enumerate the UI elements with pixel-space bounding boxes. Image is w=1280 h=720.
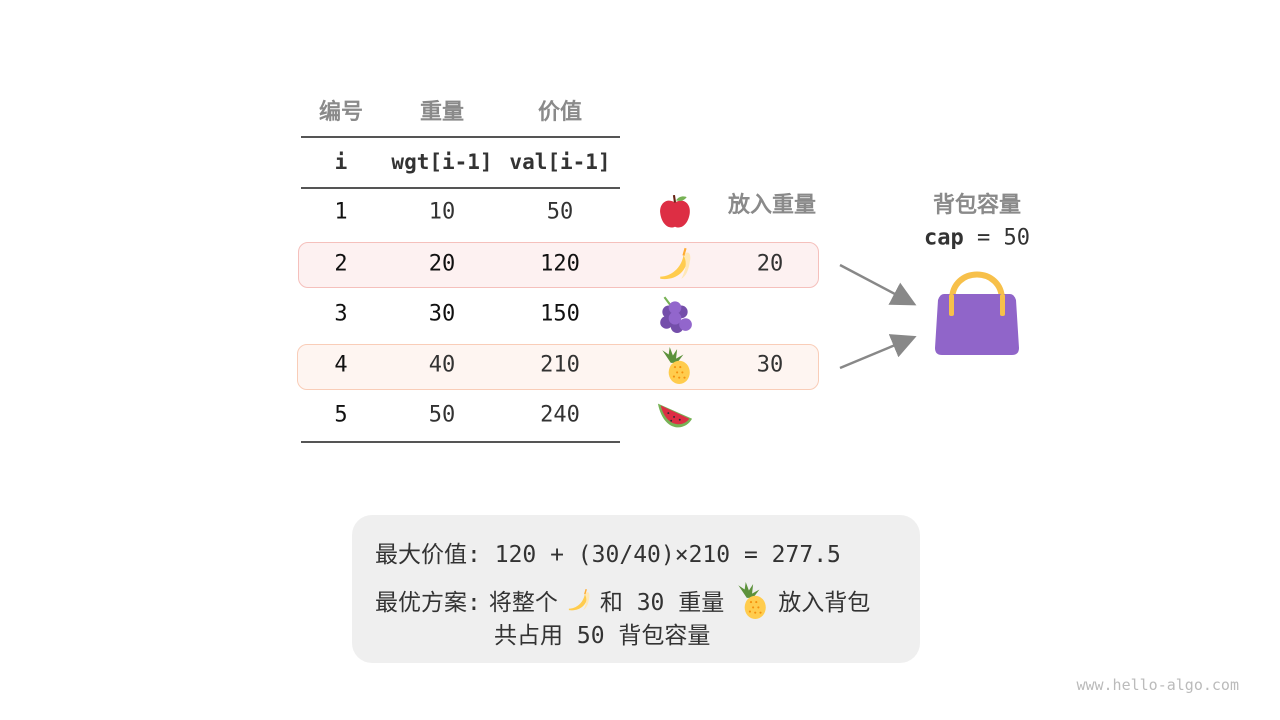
row-value: 50 bbox=[546, 199, 574, 225]
handbag-icon bbox=[935, 271, 1019, 355]
banana-icon bbox=[566, 587, 592, 613]
max-label: 最大价值: bbox=[375, 542, 481, 568]
row-index: 4 bbox=[334, 352, 348, 378]
summary-box bbox=[352, 515, 920, 663]
pineapple-icon bbox=[732, 581, 770, 619]
highlight-row-2 bbox=[298, 242, 819, 288]
plan-part-a: 将整个 bbox=[488, 590, 558, 616]
row-index: 2 bbox=[334, 251, 348, 277]
watermelon-icon bbox=[656, 396, 694, 434]
row-weight: 50 bbox=[428, 402, 456, 428]
code-header-i: i bbox=[334, 150, 348, 174]
row-weight: 30 bbox=[428, 301, 456, 327]
row-index: 5 bbox=[334, 402, 348, 428]
grapes-icon bbox=[656, 295, 694, 333]
plan-part-c: 放入背包 bbox=[778, 590, 871, 616]
put-weight-header: 放入重量 bbox=[727, 193, 817, 218]
knapsack-title: 背包容量 bbox=[932, 193, 1022, 218]
arrow-row4-to-bag bbox=[839, 334, 917, 370]
row-index: 1 bbox=[334, 199, 348, 225]
max-value-line: 最大价值: 120 + (30/40)×210 = 277.5 bbox=[375, 535, 841, 569]
row-weight: 20 bbox=[428, 251, 456, 277]
apple-icon bbox=[656, 193, 694, 231]
code-header-val: val[i-1] bbox=[509, 150, 611, 174]
knapsack-capacity: cap = 50 bbox=[924, 226, 1030, 251]
code-header-wgt: wgt[i-1] bbox=[391, 150, 493, 174]
row-value: 210 bbox=[540, 352, 580, 378]
footer-url: www.hello-algo.com bbox=[1076, 676, 1239, 694]
pineapple-icon bbox=[656, 346, 694, 384]
row-put-weight: 20 bbox=[756, 251, 784, 277]
row-weight: 10 bbox=[428, 199, 456, 225]
highlight-row-4 bbox=[297, 344, 819, 390]
plan-label: 最优方案: bbox=[375, 590, 481, 616]
plan-line: 最优方案: 将整个 和 30 重量 放入背包 bbox=[375, 581, 870, 619]
row-value: 150 bbox=[540, 301, 580, 327]
banana-icon bbox=[656, 245, 694, 283]
row-index: 3 bbox=[334, 301, 348, 327]
row-value: 240 bbox=[540, 402, 580, 428]
table-bottom-rule bbox=[301, 441, 620, 443]
plan-part-b: 和 30 重量 bbox=[599, 590, 725, 616]
table-mid-rule bbox=[301, 187, 620, 189]
max-expression: 120 + (30/40)×210 = 277.5 bbox=[494, 542, 841, 568]
header-id: 编号 bbox=[318, 100, 364, 125]
cap-label: cap bbox=[924, 225, 964, 251]
header-weight: 重量 bbox=[419, 100, 465, 125]
arrow-row2-to-bag bbox=[839, 263, 917, 306]
table-top-rule bbox=[301, 136, 620, 138]
cap-value: = 50 bbox=[977, 225, 1030, 251]
header-value: 价值 bbox=[537, 100, 583, 125]
row-put-weight: 30 bbox=[756, 352, 784, 378]
row-value: 120 bbox=[540, 251, 580, 277]
row-weight: 40 bbox=[428, 352, 456, 378]
plan-line-2: 共占用 50 背包容量 bbox=[494, 623, 711, 649]
